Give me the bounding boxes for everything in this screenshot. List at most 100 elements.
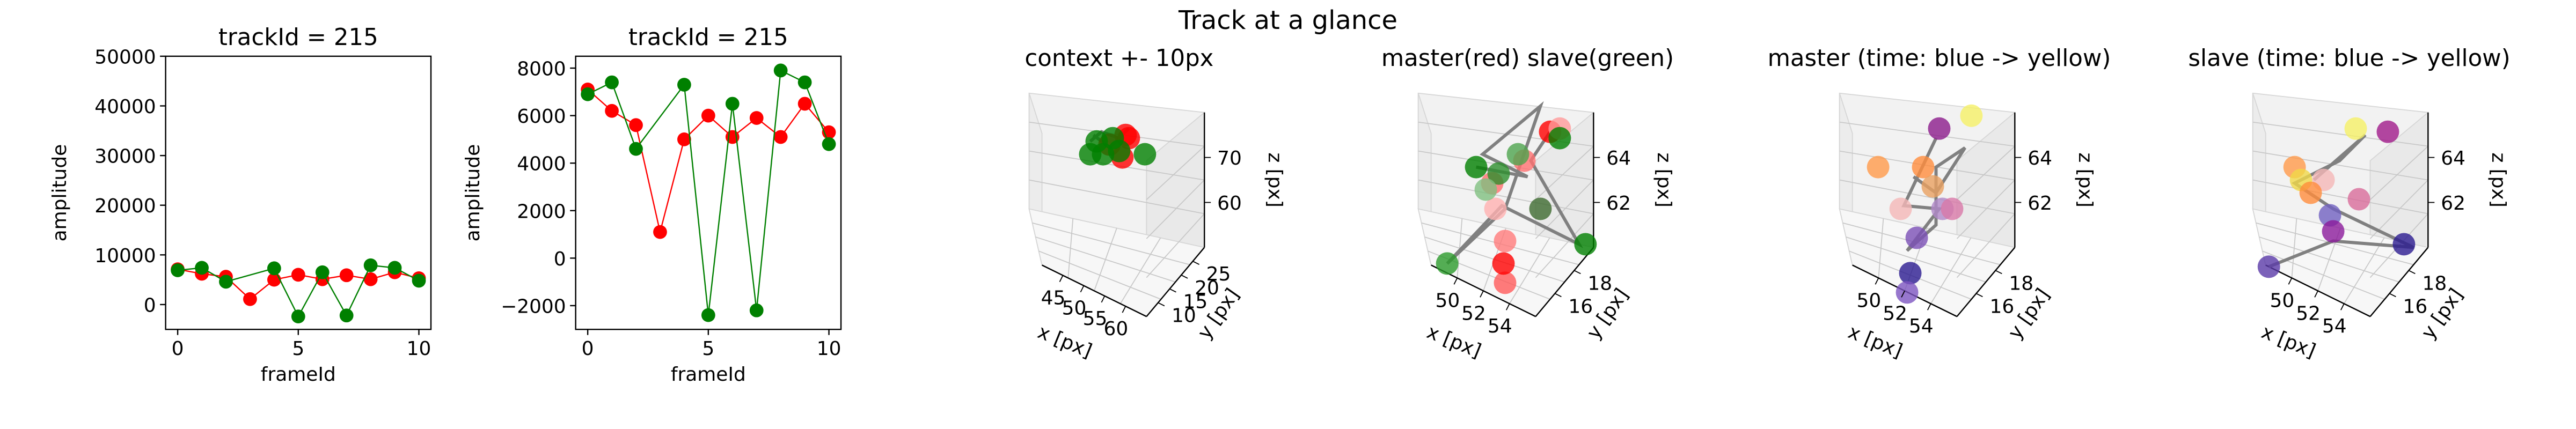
scatter-point	[1960, 104, 1983, 127]
chart-title: slave (time: blue -> yellow)	[2188, 45, 2510, 72]
scatter-point	[1494, 271, 1517, 294]
series-1-point	[749, 303, 764, 317]
x-tick-mark	[1101, 295, 1106, 303]
y-tick-label: 50000	[94, 46, 156, 68]
x-tick-label: 5	[292, 338, 304, 360]
series-0-point	[363, 272, 378, 286]
scatter-point	[1492, 252, 1515, 275]
x-axis-label: x [px]	[2258, 321, 2319, 362]
x-tick-label: 55	[1083, 308, 1108, 330]
scatter-point	[2376, 120, 2399, 143]
y-tick-label: 10	[1172, 305, 1196, 327]
x-axis-line	[1042, 264, 1147, 317]
y-tick-label: 30000	[94, 146, 156, 168]
series-1-point	[773, 63, 788, 78]
scatter-point	[1574, 233, 1597, 256]
x-axis-label: frameId	[671, 364, 746, 386]
grid-line	[2344, 237, 2385, 304]
x-tick-label: 60	[1104, 318, 1129, 340]
series-1-point	[195, 261, 209, 275]
scatter-point	[1494, 230, 1517, 253]
scatter-point	[1101, 127, 1124, 150]
amplitude-panel-2: 0 5 10 −2000 0 2000 4000 6000 8000 trackId = 215 f…	[462, 24, 842, 386]
x-tick-mark	[2314, 290, 2318, 298]
y-tick-mark	[1975, 293, 1983, 298]
y-tick-mark	[1158, 302, 1165, 307]
series-0-point	[797, 97, 812, 111]
z-tick-label: 62	[2028, 193, 2052, 214]
scatter-point	[1548, 127, 1571, 150]
grid-line	[1956, 145, 2015, 200]
x-tick-label: 50	[1436, 290, 1460, 312]
series-0-point	[243, 292, 257, 306]
x-tick-mark	[1453, 277, 1458, 285]
grid-line	[1839, 179, 2015, 214]
series-1-point	[605, 75, 619, 90]
scatter-point	[1912, 156, 1935, 179]
y-axis-line	[2369, 247, 2429, 317]
y-axis-line	[1956, 247, 2016, 317]
x-tick-mark	[2288, 277, 2293, 285]
x-tick-label: 50	[1857, 290, 1882, 312]
x-tick-label: 52	[1461, 302, 1486, 324]
series-0-point	[605, 103, 619, 118]
series-1-point	[267, 261, 281, 276]
x-tick-mark	[1480, 290, 1484, 298]
series-1-line	[587, 69, 830, 315]
grid-line	[2252, 179, 2428, 214]
y-tick-label: 16	[2403, 295, 2428, 317]
scatter-point	[1506, 143, 1529, 166]
scatter-point	[1484, 197, 1507, 220]
series-1-point	[315, 265, 330, 279]
chart-title: trackId = 215	[628, 24, 788, 51]
grid-line	[1535, 145, 1594, 200]
y-tick-mark	[1169, 288, 1176, 293]
plot-frame	[575, 55, 842, 330]
series-0-point	[339, 268, 354, 283]
scatter-point	[2347, 188, 2370, 211]
y-tick-label: 20	[1195, 277, 1219, 299]
y-tick-mark	[1181, 275, 1188, 279]
series-0-point	[629, 118, 643, 132]
y-tick-label: 4000	[517, 153, 566, 175]
y-axis-line	[1146, 247, 1205, 317]
grid-line	[2256, 222, 2414, 265]
x-tick-mark	[1901, 290, 1905, 298]
y-axis-label: amplitude	[462, 144, 484, 242]
y-axis-line	[1535, 247, 1594, 317]
grid-line	[1146, 179, 1205, 239]
y-tick-mark	[1192, 261, 1200, 265]
grid-line	[1146, 213, 1205, 278]
grid-line	[1032, 222, 1190, 265]
y-tick-label: 2000	[517, 201, 566, 223]
z-tick-label: 64	[1606, 147, 1631, 169]
chart-title: trackId = 215	[218, 24, 378, 51]
x-tick-mark	[1122, 306, 1126, 313]
y-tick-label: 20000	[94, 195, 156, 217]
series-1-point	[797, 75, 812, 90]
z-tick-label: 62	[2441, 193, 2465, 214]
x-tick-label: 0	[172, 338, 184, 360]
series-1-point	[363, 258, 378, 272]
grid-line	[2252, 121, 2428, 147]
y-tick-mark	[2389, 293, 2396, 298]
y-tick-label: 18	[2009, 272, 2033, 294]
scatter-point	[1905, 226, 1928, 249]
x-tick-mark	[1927, 303, 1931, 310]
z-tick-label: 62	[1606, 193, 1631, 214]
z-axis-label: z [px]	[1264, 152, 1286, 207]
series-1-point	[725, 97, 740, 111]
scatter-point	[1487, 162, 1510, 185]
series-1-point	[387, 261, 402, 275]
z-tick-label: 64	[2028, 147, 2052, 169]
x-tick-label: 10	[407, 338, 431, 360]
x-tick-mark	[1505, 303, 1510, 310]
z-axis-label: z [px]	[2487, 152, 2509, 207]
x-tick-label: 5	[702, 338, 714, 360]
z-axis-label: z [px]	[1653, 152, 1675, 207]
y-tick-label: 25	[1206, 263, 1231, 285]
scatter-point	[1079, 143, 1102, 166]
